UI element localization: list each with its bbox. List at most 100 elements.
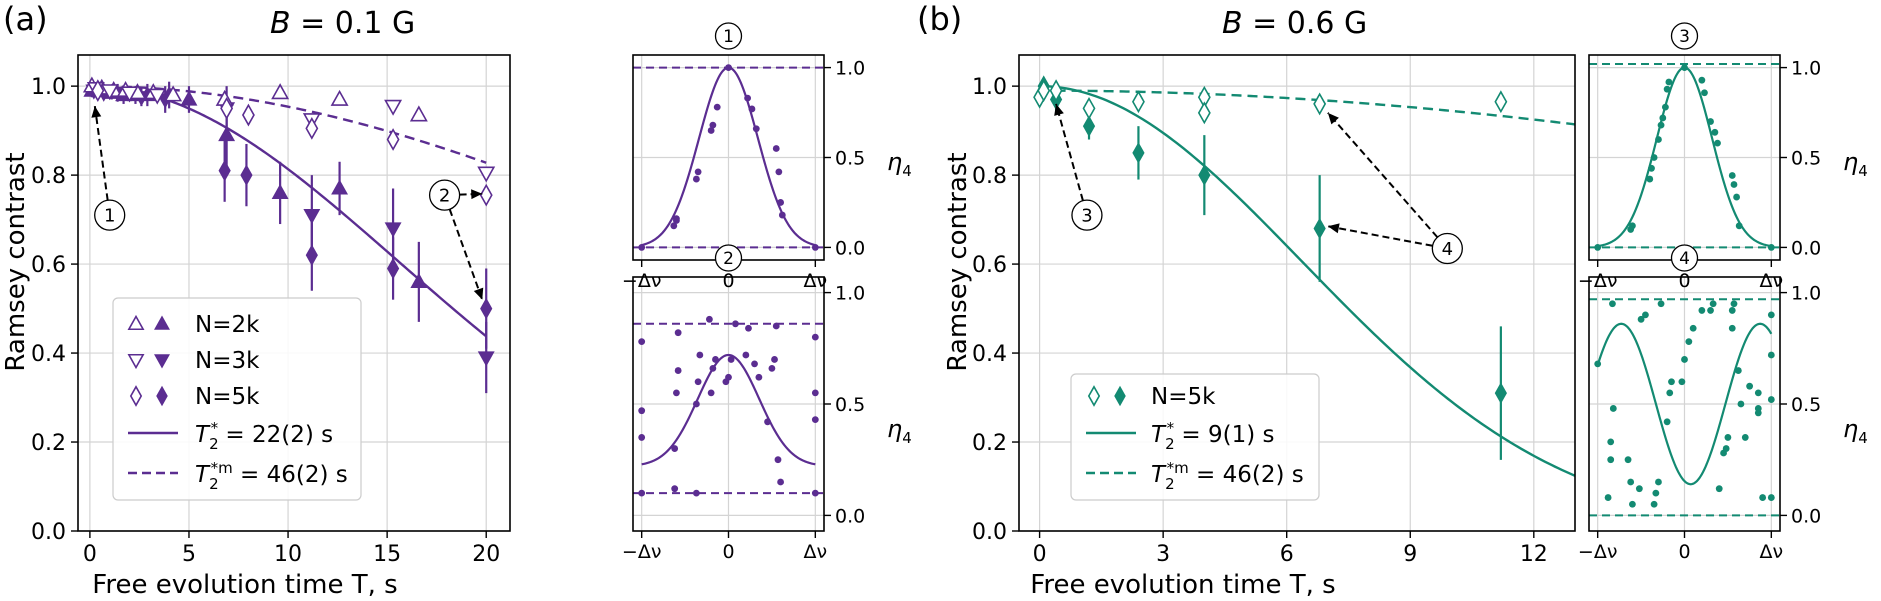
a-main-point-filled-diamond-1 <box>240 164 253 186</box>
a-inset-1-point-7 <box>709 121 717 129</box>
b-main-xtick-label-3: 9 <box>1403 542 1417 567</box>
legend-a-t2m-sup: *m <box>211 459 233 477</box>
b-inset-3-point-11 <box>1665 78 1673 86</box>
b-inset-3-point-8 <box>1659 114 1667 122</box>
plot-layer <box>82 62 1780 517</box>
a-main-xtick-label-3: 15 <box>373 542 401 567</box>
a-inset-2-ytick-label-1: 0.5 <box>835 394 865 416</box>
a-main-point-open-triangle-up-10 <box>409 105 428 122</box>
a-inset-2-point-33 <box>811 389 819 397</box>
legend-a-t2m-value: = 46(2) s <box>233 462 348 488</box>
b-main-annotation-4-number: 4 <box>1442 239 1453 260</box>
a-legend-open-triangle-down-marker <box>127 353 145 370</box>
b-inset-4-point-6 <box>1624 456 1632 464</box>
b-inset-4-point-17 <box>1666 389 1674 397</box>
b-inset-4-point-7 <box>1627 478 1635 486</box>
b-inset-3-point-17 <box>1714 139 1721 147</box>
b-inset-4-point-33 <box>1734 367 1742 374</box>
b-inset-3-point-0 <box>1594 244 1602 251</box>
b-inset-4-point-9 <box>1635 485 1643 493</box>
inset-4-ylabel: η4 <box>1843 415 1868 447</box>
a-legend-filled-diamond-marker <box>156 385 168 407</box>
a-main-point-open-diamond-0 <box>91 79 105 102</box>
a-inset-2-ytick-label-0: 0.0 <box>835 505 865 527</box>
legend-a-label-n2k: N=2k <box>195 312 260 338</box>
b-main-ytick-label-4: 0.8 <box>972 164 1007 189</box>
legend-b-box <box>1070 373 1320 501</box>
b-inset-4-point-13 <box>1652 489 1660 497</box>
a-inset-2-xtick-label-0: −Δν <box>622 541 662 563</box>
b-main-point-open-diamond-7 <box>1313 92 1327 116</box>
a-inset-2-point-20 <box>732 320 739 328</box>
b-main-fit-dashed <box>1039 89 1576 126</box>
inset-1-ylabel-sub: 4 <box>902 162 912 180</box>
a-inset-2-point-32 <box>811 416 819 423</box>
panel-b-title: B = 0.6 G <box>1222 6 1367 41</box>
a-main-xtick-label-0: 0 <box>83 542 97 567</box>
a-inset-2-point-21 <box>742 351 750 359</box>
b-main-xtick-label-2: 6 <box>1280 542 1294 567</box>
b-inset-4-ytick-label-0: 0.0 <box>1791 505 1821 527</box>
a-inset-2-point-12 <box>696 351 704 359</box>
b-inset-4-point-3 <box>1607 438 1615 446</box>
legend-b-t2m-value: = 46(2) s <box>1189 462 1304 488</box>
b-main-xtick-label-1: 3 <box>1156 542 1170 567</box>
a-main-ytick-label-2: 0.4 <box>31 342 66 367</box>
inset-4-ylabel-sub: 4 <box>1858 429 1868 447</box>
a-main-frame <box>77 54 511 532</box>
a-inset-2-point-10 <box>692 400 700 408</box>
b-main-annotation-arrow-4-1 <box>1327 225 1433 247</box>
a-inset-2-xtick-label-2: Δν <box>804 541 828 563</box>
b-inset-4-point-42 <box>1767 396 1775 403</box>
a-main-annotation-1-circle <box>94 199 126 231</box>
a-inset-1-xtick-label-0: −Δν <box>622 270 662 292</box>
b-inset-4-point-21 <box>1685 338 1693 346</box>
a-main-point-filled-triangle-up-10 <box>331 179 349 195</box>
b-inset-4-point-16 <box>1663 418 1671 426</box>
legend-b-t2m-sup: *m <box>1167 459 1189 477</box>
legend-b-t2-sup: * <box>1167 419 1175 437</box>
a-main-point-open-triangle-down-3 <box>148 88 167 105</box>
a-inset-2-point-27 <box>771 356 778 363</box>
legend-a-label-n3k: N=3k <box>195 348 260 374</box>
title-b-symbol: B <box>1222 6 1243 41</box>
a-inset-1-point-6 <box>707 127 715 134</box>
b-inset-4-ytick-label-2: 1.0 <box>1791 283 1821 305</box>
a-legend-open-triangle-up-marker <box>127 314 145 331</box>
b-inset-4-point-35 <box>1741 434 1749 441</box>
b-inset-4-point-36 <box>1746 382 1754 390</box>
legend-a-t2-sub: 2 <box>209 435 219 453</box>
a-main-point-open-triangle-down-5 <box>384 99 403 116</box>
a-main-point-open-diamond-4 <box>386 128 400 151</box>
b-inset-4-point-30 <box>1728 307 1736 314</box>
a-inset-2-point-6 <box>673 389 680 397</box>
a-inset-1-title-circle <box>714 22 743 50</box>
a-inset-1-point-15 <box>777 199 784 206</box>
a-main-annotation-arrow-1-0-head <box>91 106 102 118</box>
b-main-ytick-label-5: 1.0 <box>972 75 1007 100</box>
legend-a-label-t2: T2* = 22(2) s <box>195 419 333 453</box>
b-main-ytick-label-3: 0.6 <box>972 253 1007 278</box>
b-inset-3-xtick-label-2: Δν <box>1760 270 1784 292</box>
a-legend-open-diamond-marker <box>129 385 143 407</box>
panel-a-label: (a) <box>3 0 48 38</box>
b-inset-3-point-18 <box>1728 172 1736 179</box>
b-inset-4-point-32 <box>1730 300 1738 308</box>
b-inset-4-fit-curve <box>1596 322 1773 486</box>
b-inset-4-point-23 <box>1698 307 1706 314</box>
b-main-xtick-label-4: 12 <box>1520 542 1548 567</box>
title-a-value: = 0.1 G <box>291 6 416 41</box>
a-inset-2-point-1 <box>638 434 646 441</box>
a-inset-2-point-16 <box>712 356 719 363</box>
a-main-point-filled-triangle-down-8 <box>477 351 495 367</box>
b-main-annotation-3-circle <box>1071 199 1103 231</box>
a-main-point-filled-triangle-down-6 <box>303 209 321 225</box>
b-inset-3-point-13 <box>1698 76 1706 84</box>
b-inset-3-point-10 <box>1663 85 1671 93</box>
a-inset-2-point-9 <box>692 489 700 497</box>
b-main-annotation-arrow-3-0-head <box>1054 103 1064 116</box>
b-inset-4-point-39 <box>1754 405 1762 412</box>
b-main-annotation-arrow-4-0 <box>1327 112 1439 238</box>
b-inset-4-point-31 <box>1728 324 1736 332</box>
a-main-annotation-2-number: 2 <box>439 186 450 207</box>
